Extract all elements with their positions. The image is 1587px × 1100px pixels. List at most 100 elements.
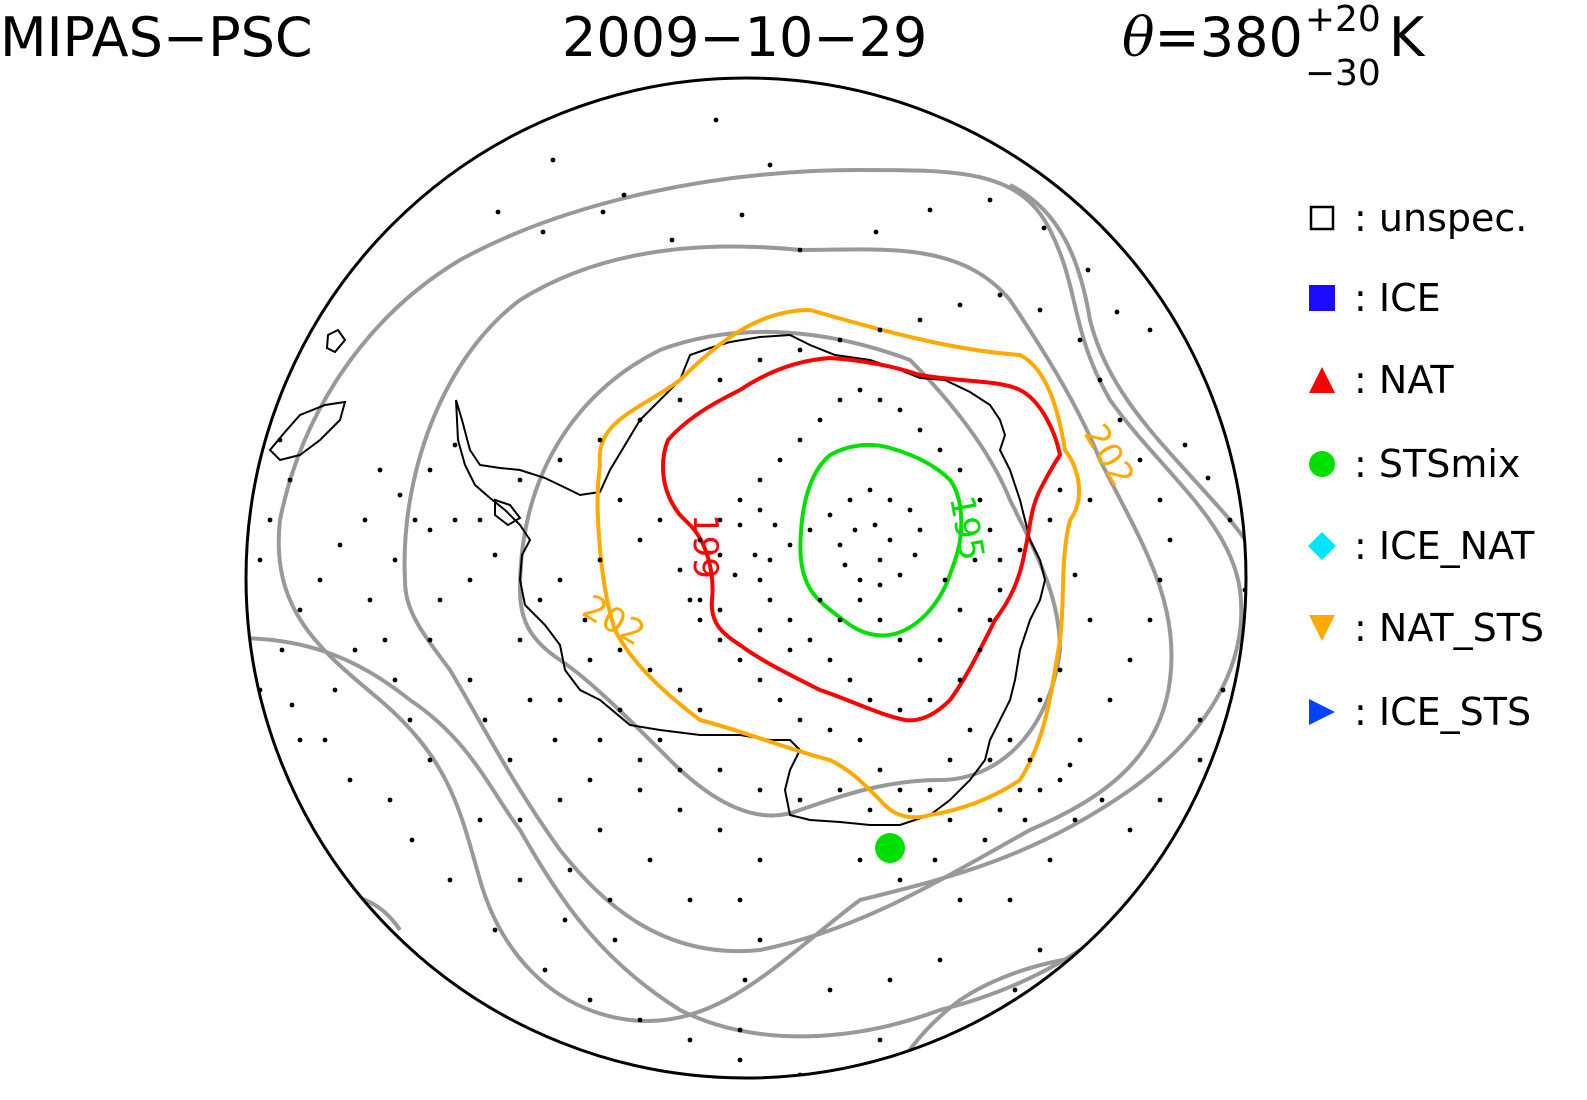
observation-dot	[827, 727, 833, 733]
observation-dot	[567, 867, 573, 873]
observation-dot	[1047, 517, 1053, 523]
observation-dot	[972, 557, 978, 563]
observation-dot	[987, 757, 993, 763]
observation-dot	[362, 517, 368, 523]
observation-dot	[1097, 937, 1103, 943]
observation-dot	[717, 377, 723, 383]
observation-dot	[877, 767, 883, 773]
observation-dot	[697, 537, 703, 543]
observation-dot	[1278, 498, 1283, 503]
observation-dot	[717, 552, 723, 558]
observation-dot	[887, 537, 893, 543]
observation-dot	[1087, 617, 1093, 623]
observation-dot	[467, 677, 473, 683]
theta-value: =380	[1154, 6, 1303, 69]
observation-dot	[887, 497, 893, 503]
observation-dot	[1167, 537, 1173, 543]
observation-dot	[717, 827, 723, 833]
observation-dot	[587, 997, 593, 1003]
observation-dot	[669, 237, 675, 243]
observation-dot	[867, 807, 873, 813]
observation-dot	[947, 817, 953, 823]
observation-dot	[617, 707, 623, 713]
theta-unit: K	[1388, 6, 1425, 69]
observation-dot	[1085, 267, 1091, 273]
legend-label-nat-sts: : NAT_STS	[1354, 606, 1545, 650]
circle-icon	[1309, 451, 1335, 477]
observation-dot	[757, 937, 763, 943]
observation-dot	[837, 617, 843, 623]
observation-dot	[937, 957, 943, 963]
observation-dot	[582, 617, 588, 623]
observation-dot	[437, 597, 443, 603]
observation-dot	[617, 497, 623, 503]
square-open-icon	[1309, 205, 1335, 231]
observation-dot	[412, 517, 418, 523]
observation-dot	[927, 697, 933, 703]
observation-dot	[517, 877, 523, 883]
observation-dot	[612, 937, 618, 943]
date-title: 2009−10−29	[562, 6, 928, 69]
observation-dot	[1127, 827, 1133, 833]
observation-dot	[997, 292, 1003, 298]
observation-dot	[621, 192, 627, 198]
observation-dot	[757, 627, 763, 633]
observation-dot	[1258, 638, 1263, 643]
observation-dot	[1047, 1017, 1053, 1023]
observation-dot	[477, 517, 483, 523]
observation-dot	[452, 442, 458, 448]
observation-dot	[957, 677, 963, 683]
observation-dot	[492, 927, 498, 933]
observation-dot	[917, 1057, 923, 1063]
map-content	[246, 117, 1283, 1078]
observation-dot	[1087, 497, 1093, 503]
stsmix-detection-point	[875, 833, 905, 863]
observation-dot	[392, 677, 398, 683]
observation-dot	[1147, 617, 1153, 623]
observation-dot	[877, 582, 883, 588]
observation-dot	[732, 572, 738, 578]
observation-dot	[737, 1027, 743, 1033]
observation-dot	[842, 562, 848, 568]
legend-label-stsmix: : STSmix	[1354, 442, 1521, 486]
observation-dot	[897, 787, 903, 793]
observation-dot	[1182, 442, 1188, 448]
observation-dot	[1107, 697, 1113, 703]
observation-dot	[977, 497, 983, 503]
observation-dot	[347, 777, 353, 783]
observation-dot	[797, 797, 803, 803]
observation-dot	[257, 557, 263, 563]
observation-dot	[1127, 657, 1133, 663]
legend-label-ice-sts: : ICE_STS	[1354, 690, 1532, 734]
observation-dot	[1072, 817, 1078, 823]
observation-dot	[1268, 578, 1273, 583]
gray-contours	[246, 167, 1246, 1078]
observation-dot	[907, 807, 913, 813]
observation-dot	[877, 397, 883, 403]
observation-dot	[697, 707, 703, 713]
observation-dot	[897, 707, 903, 713]
theta-title: θ=380 +20 −30 K	[1122, 0, 1425, 94]
observation-dot	[737, 497, 743, 503]
observation-dot	[837, 397, 843, 403]
gray-contour-6	[878, 947, 1246, 1078]
observation-dot	[847, 497, 853, 503]
observation-dot	[1017, 787, 1023, 793]
triangle-up-icon	[1309, 367, 1335, 393]
observation-dot	[857, 737, 863, 743]
observation-dot	[897, 407, 903, 413]
observation-dot	[657, 517, 663, 523]
gray-contour-3	[276, 167, 1244, 1023]
contour-202	[595, 307, 1082, 820]
contour-label-202-west: 202	[576, 587, 652, 654]
observation-dot	[409, 837, 415, 843]
observation-dot	[277, 437, 283, 443]
observation-dot	[757, 357, 763, 363]
observation-dot	[1273, 538, 1278, 543]
observation-dot	[837, 542, 843, 548]
observation-dot	[917, 427, 923, 433]
observation-dot	[767, 597, 773, 603]
observation-dot	[289, 702, 295, 708]
observation-dot	[927, 787, 933, 793]
